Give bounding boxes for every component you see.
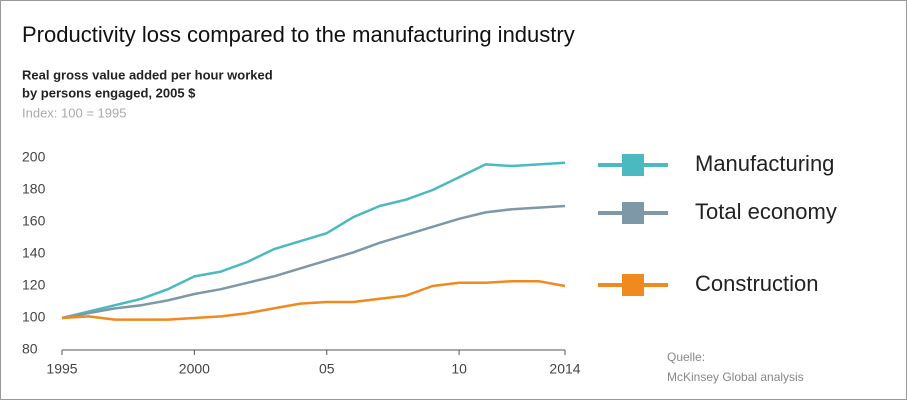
subtitle: by persons engaged, 2005 $	[22, 85, 196, 100]
x-tick-label: 10	[451, 361, 467, 377]
legend-marker	[622, 202, 644, 224]
source: McKinsey Global analysis	[667, 370, 804, 384]
series-line	[61, 161, 566, 320]
legend-label: Total economy	[695, 199, 837, 224]
series-line	[61, 204, 566, 320]
y-tick-label: 160	[22, 213, 46, 229]
x-tick-label: 2014	[549, 361, 580, 377]
source: Quelle:	[667, 350, 705, 364]
chart-title: Productivity loss compared to the manufa…	[22, 22, 575, 47]
x-tick-label: 05	[319, 361, 335, 377]
y-tick-label: 140	[22, 245, 46, 261]
y-tick-label: 80	[22, 341, 38, 357]
legend-marker	[622, 154, 644, 176]
subtitle: Real gross value added per hour worked	[22, 67, 273, 82]
index-note: Index: 100 = 1995	[22, 105, 126, 120]
x-tick-label: 1995	[46, 361, 77, 377]
legend-label: Construction	[695, 271, 819, 296]
y-tick-label: 100	[22, 309, 46, 325]
y-tick-label: 180	[22, 181, 46, 197]
series-line	[61, 279, 566, 321]
y-tick-label: 200	[22, 149, 46, 165]
legend-marker	[622, 274, 644, 296]
x-tick-label: 2000	[179, 361, 210, 377]
legend-label: Manufacturing	[695, 151, 834, 176]
y-tick-label: 120	[22, 277, 46, 293]
